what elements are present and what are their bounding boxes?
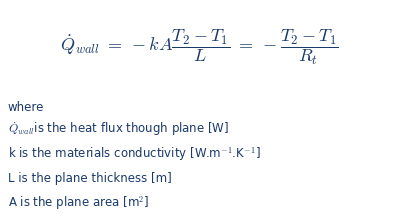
Text: where: where xyxy=(8,101,44,114)
Text: A is the plane area [m$^{2}$]: A is the plane area [m$^{2}$] xyxy=(8,194,150,212)
Text: $\dot{Q}_{wall} \; = \; -kA\dfrac{T_2 - T_1}{L} \; = \; -\dfrac{T_2 - T_1}{R_t}$: $\dot{Q}_{wall} \; = \; -kA\dfrac{T_2 - … xyxy=(60,27,338,67)
Text: k is the materials conductivity [W.m$^{-1}$.K$^{-1}$]: k is the materials conductivity [W.m$^{-… xyxy=(8,145,261,163)
Text: L is the plane thickness [m]: L is the plane thickness [m] xyxy=(8,172,172,185)
Text: $\dot{Q}_{wall}$is the heat flux though plane [W]: $\dot{Q}_{wall}$is the heat flux though … xyxy=(8,120,229,138)
